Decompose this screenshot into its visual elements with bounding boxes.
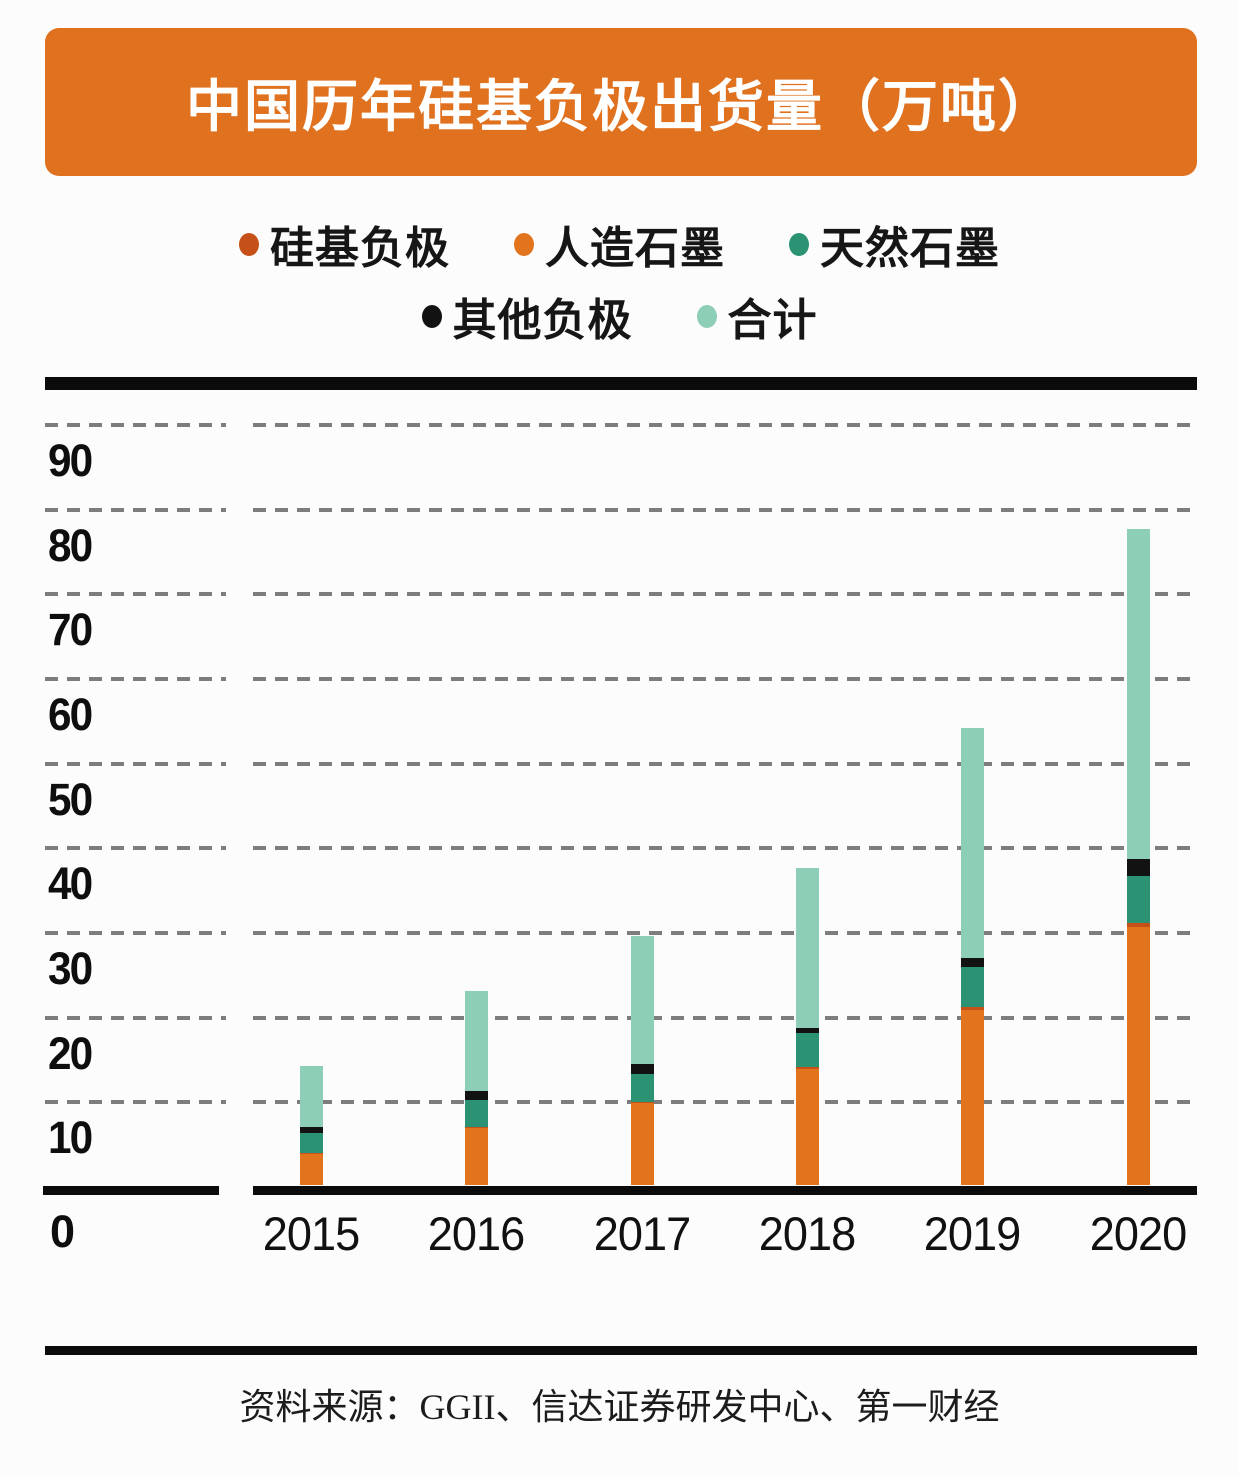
legend-label: 天然石墨 — [820, 224, 1000, 273]
y-tick-label-50: 50 — [48, 774, 93, 825]
gridline-30-left — [45, 931, 226, 935]
bar-2018-segment-0 — [795, 1067, 819, 1069]
y-tick-label-60: 60 — [48, 689, 93, 740]
bottom-rule — [45, 1346, 1197, 1355]
gridline-40-right — [253, 846, 1197, 850]
gridline-90-left — [45, 423, 226, 427]
bar-2016-segment-0 — [464, 1127, 488, 1129]
bar-2019-segment-3 — [960, 958, 984, 968]
gridline-80-left — [45, 508, 226, 512]
legend-dot-icon — [514, 232, 534, 256]
legend-label: 其他负极 — [452, 296, 633, 345]
y-tick-label-30: 30 — [48, 943, 93, 994]
bar-2017-segment-1 — [630, 1102, 654, 1185]
legend-label: 硅基负极 — [270, 224, 450, 273]
gridline-70-left — [45, 592, 226, 596]
bar-2017-segment-0 — [630, 1102, 654, 1103]
y-tick-label-20: 20 — [48, 1028, 93, 1079]
bar-2016-segment-1 — [464, 1128, 488, 1185]
bar-2019-segment-4 — [960, 727, 984, 959]
gridline-20-right — [253, 1016, 1197, 1020]
bar-2020-segment-2 — [1126, 875, 1150, 924]
bar-2020-segment-1 — [1126, 926, 1150, 1185]
bar-2020-segment-4 — [1126, 528, 1150, 859]
legend-label: 人造石墨 — [545, 224, 725, 273]
bar-2018-segment-2 — [795, 1033, 819, 1068]
x-tick-label-2017: 2017 — [593, 1207, 692, 1260]
y-axis-zero-label: 0 — [50, 1206, 76, 1257]
bar-2015-segment-2 — [299, 1132, 323, 1154]
legend-item-0: 硅基负极 — [239, 212, 450, 276]
bar-2019-segment-1 — [960, 1009, 984, 1185]
y-tick-label-40: 40 — [48, 858, 93, 909]
legend-item-1: 人造石墨 — [514, 212, 725, 276]
bar-2015-segment-3 — [299, 1127, 323, 1133]
y-tick-label-80: 80 — [48, 520, 93, 571]
gridline-40-left — [45, 846, 226, 850]
gridline-50-right — [253, 762, 1197, 766]
x-tick-label-2018: 2018 — [758, 1207, 857, 1260]
chart-title: 中国历年硅基负极出货量（万吨） — [186, 74, 1056, 138]
bar-2018-segment-3 — [795, 1027, 819, 1034]
gridline-90-right — [253, 423, 1197, 427]
gridline-10-right — [253, 1100, 1197, 1104]
y-tick-label-70: 70 — [48, 604, 93, 655]
legend-dot-icon — [696, 304, 717, 328]
gridline-20-left — [45, 1016, 226, 1020]
bar-2016-segment-2 — [464, 1100, 488, 1128]
x-tick-label-2020: 2020 — [1089, 1207, 1187, 1260]
gridline-30-right — [253, 931, 1197, 935]
y-tick-label-10: 10 — [48, 1112, 93, 1163]
title-banner: 中国历年硅基负极出货量（万吨） — [45, 28, 1197, 176]
bar-2019-segment-0 — [960, 1007, 984, 1010]
legend-item-4: 合计 — [696, 284, 818, 348]
bar-2017-segment-2 — [630, 1074, 654, 1103]
x-tick-label-2019: 2019 — [923, 1207, 1022, 1260]
y-tick-label-90: 90 — [48, 435, 93, 486]
gridline-10-left — [45, 1100, 226, 1104]
legend-label: 合计 — [727, 296, 818, 345]
x-tick-label-2015: 2015 — [262, 1207, 361, 1260]
legend-dot-icon — [789, 232, 809, 256]
legend-dot-icon — [239, 232, 259, 256]
legend-item-2: 天然石墨 — [789, 212, 1000, 276]
x-axis-line — [253, 1186, 1197, 1195]
x-axis-left-segment — [43, 1186, 219, 1195]
gridline-80-right — [253, 508, 1197, 512]
bar-2020-segment-3 — [1126, 859, 1150, 876]
bar-2015-segment-4 — [299, 1066, 323, 1127]
x-tick-label-2016: 2016 — [427, 1207, 526, 1260]
bar-2019-segment-2 — [960, 967, 984, 1008]
legend-dot-icon — [421, 304, 442, 328]
bar-2017-segment-4 — [630, 936, 654, 1064]
legend-row-2: 其他负极 合计 — [0, 289, 1239, 345]
gridline-60-left — [45, 677, 226, 681]
bar-2016-segment-3 — [464, 1091, 488, 1101]
bar-2016-segment-4 — [464, 990, 488, 1092]
gridline-50-left — [45, 762, 226, 766]
bar-2018-segment-1 — [795, 1069, 819, 1185]
bar-2020-segment-0 — [1126, 923, 1150, 927]
gridline-60-right — [253, 677, 1197, 681]
bar-2017-segment-3 — [630, 1063, 654, 1075]
legend-item-3: 其他负极 — [421, 284, 633, 348]
bar-2015-segment-1 — [299, 1153, 323, 1185]
bar-2018-segment-4 — [795, 868, 819, 1028]
legend-row-1: 硅基负极 人造石墨 天然石墨 — [0, 217, 1239, 273]
gridline-70-right — [253, 592, 1197, 596]
top-rule — [45, 377, 1197, 390]
source-note: 资料来源：GGII、信达证券研发中心、第一财经 — [239, 1387, 1000, 1427]
